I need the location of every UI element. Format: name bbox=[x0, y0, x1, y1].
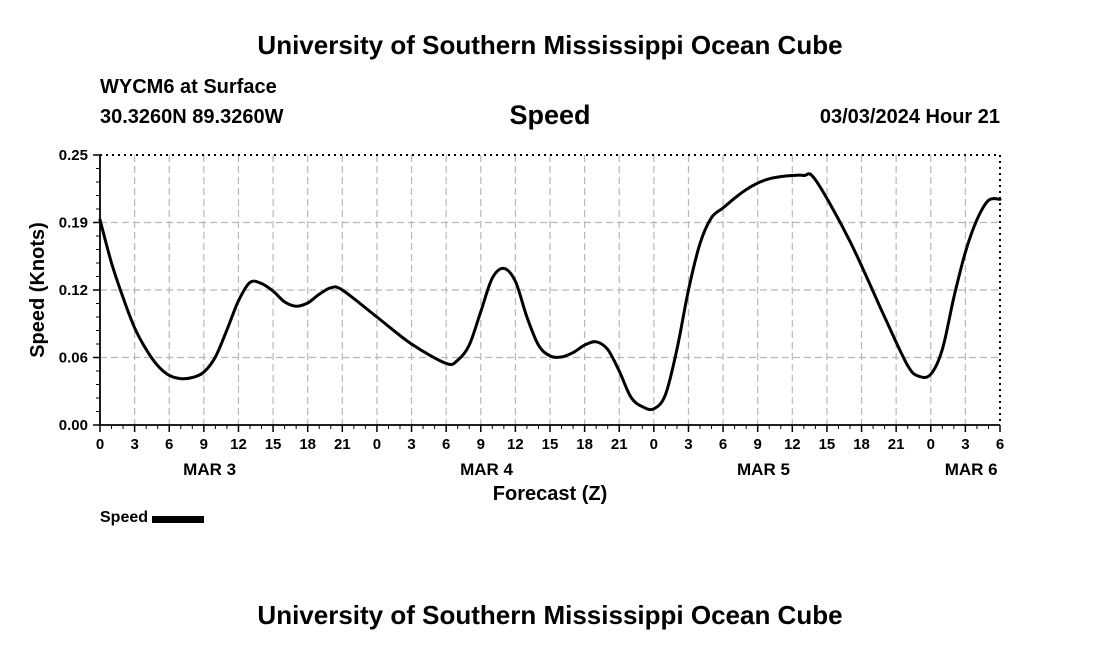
x-tick-label: 21 bbox=[888, 436, 905, 453]
day-label: MAR 5 bbox=[737, 460, 790, 479]
legend-swatch bbox=[152, 515, 205, 523]
x-tick-label: 21 bbox=[611, 436, 628, 453]
x-tick-label: 3 bbox=[407, 436, 415, 453]
x-tick-label: 0 bbox=[96, 436, 104, 453]
y-tick-label: 0.00 bbox=[59, 417, 88, 434]
x-tick-label: 6 bbox=[442, 436, 450, 453]
station-label: WYCM6 at Surface bbox=[100, 76, 277, 98]
x-tick-label: 9 bbox=[754, 436, 762, 453]
x-tick-label: 15 bbox=[265, 436, 282, 453]
x-axis-title: Forecast (Z) bbox=[493, 483, 607, 505]
coordinates-label: 30.3260N 89.3260W bbox=[100, 106, 284, 128]
x-tick-label: 0 bbox=[650, 436, 658, 453]
day-label: MAR 4 bbox=[460, 460, 513, 479]
x-tick-label: 12 bbox=[784, 436, 801, 453]
x-tick-label: 3 bbox=[130, 436, 138, 453]
y-tick-label: 0.19 bbox=[59, 215, 88, 232]
x-tick-label: 12 bbox=[507, 436, 524, 453]
legend: Speed bbox=[100, 509, 205, 527]
x-tick-label: 9 bbox=[477, 436, 485, 453]
footer-title: University of Southern Mississippi Ocean… bbox=[257, 600, 843, 630]
x-tick-label: 6 bbox=[719, 436, 727, 453]
x-tick-label: 6 bbox=[996, 436, 1004, 453]
grid bbox=[100, 155, 1000, 425]
x-tick-label: 18 bbox=[576, 436, 593, 453]
x-tick-label: 3 bbox=[684, 436, 692, 453]
y-tick-label: 0.12 bbox=[59, 282, 88, 299]
x-tick-label: 18 bbox=[853, 436, 870, 453]
y-tick-label: 0.25 bbox=[59, 147, 88, 164]
series-layer bbox=[98, 172, 1002, 412]
forecast-datetime: 03/03/2024 Hour 21 bbox=[819, 106, 1000, 128]
series-line-speed bbox=[98, 172, 1002, 412]
x-tick-label: 18 bbox=[299, 436, 316, 453]
x-tick-label: 12 bbox=[230, 436, 247, 453]
y-tick-label: 0.06 bbox=[59, 350, 88, 367]
chart-super-title: University of Southern Mississippi Ocean… bbox=[257, 30, 843, 60]
x-tick-label: 9 bbox=[200, 436, 208, 453]
x-tick-label: 6 bbox=[165, 436, 173, 453]
day-label: MAR 6 bbox=[945, 460, 998, 479]
legend-label: Speed bbox=[100, 509, 149, 526]
x-tick-label: 15 bbox=[819, 436, 836, 453]
variable-title: Speed bbox=[509, 100, 591, 130]
x-tick-label: 0 bbox=[373, 436, 381, 453]
axis-labels: Forecast (Z) Speed (Knots) 0 3 6 9 12 15 18 21 0… bbox=[27, 147, 1004, 505]
y-axis-title: Speed (Knots) bbox=[27, 222, 49, 358]
x-tick-label: 3 bbox=[961, 436, 969, 453]
x-tick-label: 15 bbox=[542, 436, 559, 453]
axes bbox=[93, 154, 1001, 432]
x-tick-label: 21 bbox=[334, 436, 351, 453]
day-label: MAR 3 bbox=[183, 460, 236, 479]
x-tick-label: 0 bbox=[927, 436, 935, 453]
